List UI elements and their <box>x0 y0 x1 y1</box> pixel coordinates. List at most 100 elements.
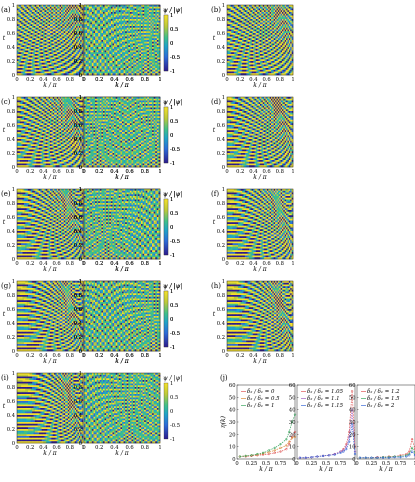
x-tick-left: 1 <box>291 169 294 175</box>
colorbar-label: ψ / |ψ| <box>163 99 182 106</box>
colorbar-tick: -0.5 <box>170 147 180 153</box>
chart-y-tick: 20 <box>349 432 356 438</box>
x-tick-left: 0 <box>225 261 228 267</box>
x-tick-right: 0 <box>82 353 85 359</box>
x-tick-left: 0 <box>15 77 18 83</box>
colorbar-tick: -0.5 <box>170 55 180 61</box>
y-tick-right: 0.4 <box>74 413 83 419</box>
y-tick-left: 1 <box>12 95 15 101</box>
chart-y-tick: 20 <box>289 432 296 438</box>
y-tick-left: 1 <box>12 371 15 377</box>
colorbar-label: ψ / |ψ| <box>163 7 182 14</box>
x-axis-label-left: k / π <box>253 82 267 89</box>
y-tick-right: 0.2 <box>74 427 82 433</box>
x-axis-label-right: k / π <box>115 358 129 365</box>
y-tick-left: 0.4 <box>217 321 226 327</box>
x-axis-label-left: k / π <box>43 266 57 273</box>
x-tick-right: 0.2 <box>95 445 103 451</box>
legend-entry: δ₂ / δ₁ = 1 <box>247 403 274 409</box>
chart-panel-letter: (j) <box>220 374 228 382</box>
colorbar-tick: 0.5 <box>170 119 178 125</box>
chart-y-tick: 20 <box>229 432 236 438</box>
x-tick-left: 1 <box>291 353 294 359</box>
panel-letter: (a) <box>1 6 11 14</box>
y-tick-left: 0.4 <box>7 45 16 51</box>
x-tick-left: 0.2 <box>26 169 34 175</box>
colorbar-tick: -0.5 <box>170 239 180 245</box>
x-tick-left: 0 <box>15 353 18 359</box>
y-tick-left: 0 <box>12 441 15 447</box>
y-axis-label: t <box>3 127 6 134</box>
y-tick-right: 0 <box>79 165 82 171</box>
y-tick-left: 1 <box>222 187 225 193</box>
y-tick-right: 0.6 <box>74 215 82 221</box>
panel-h: (h)0 0.2 0.4 0.6 0.8 10 0.2 0.4 0.6 0.8 100.20.40.… <box>74 279 295 365</box>
colorbar-tick: -1 <box>170 437 175 443</box>
panel-letter: (g) <box>1 282 11 290</box>
y-tick-left: 0.8 <box>217 17 225 23</box>
x-tick-left: 0.8 <box>276 261 284 267</box>
chart-x-tick: 0.75 <box>275 461 287 467</box>
x-tick-left: 0.2 <box>236 261 244 267</box>
colorbar-tick: 0 <box>170 225 173 231</box>
x-tick-right: 0.8 <box>141 77 149 83</box>
y-tick-right: 0.2 <box>74 335 82 341</box>
y-tick-left: 1 <box>12 279 15 285</box>
y-tick-left: 0.6 <box>7 215 15 221</box>
chart-y-tick: 30 <box>349 420 356 426</box>
y-tick-left: 0.4 <box>7 413 16 419</box>
x-tick-left: 0 <box>15 445 18 451</box>
x-tick-left: 0 <box>225 169 228 175</box>
y-tick-left: 0.8 <box>7 385 15 391</box>
x-tick-left: 0.2 <box>236 77 244 83</box>
y-tick-right: 0.8 <box>74 385 82 391</box>
colorbar-label: ψ / |ψ| <box>163 283 182 290</box>
x-tick-left: 0.8 <box>66 169 74 175</box>
y-tick-right: 0.4 <box>74 321 83 327</box>
y-tick-right: 0.2 <box>74 151 82 157</box>
chart-y-tick: 40 <box>349 408 356 414</box>
panel-letter: (d) <box>211 98 221 106</box>
y-tick-left: 0.6 <box>217 31 225 37</box>
y-tick-left: 1 <box>222 95 225 101</box>
y-tick-left: 0.4 <box>217 229 226 235</box>
y-tick-left: 1 <box>12 187 15 193</box>
y-tick-left: 0.6 <box>217 123 225 129</box>
y-tick-right: 0.8 <box>74 293 82 299</box>
panel-letter: (c) <box>1 98 11 106</box>
x-tick-left: 0.8 <box>66 445 74 451</box>
right-heatmap <box>84 97 160 167</box>
y-tick-right: 0.6 <box>74 399 82 405</box>
y-tick-left: 0.2 <box>7 59 15 65</box>
y-tick-left: 0.2 <box>217 59 225 65</box>
y-axis-label: t <box>3 35 6 42</box>
y-tick-right: 0 <box>79 349 82 355</box>
colorbar <box>164 383 168 439</box>
y-tick-right: 1 <box>79 371 82 377</box>
x-tick-right: 0.2 <box>95 353 103 359</box>
x-axis-label-left: k / π <box>43 82 57 89</box>
x-tick-left: 0.8 <box>276 169 284 175</box>
chart-x-label: k / π <box>319 466 333 473</box>
panel-f: (f)0 0.2 0.4 0.6 0.8 10 0.2 0.4 0.6 0.8 100.20.40.… <box>74 187 295 273</box>
y-tick-right: 0.8 <box>74 109 82 115</box>
colorbar-tick: 0.5 <box>170 27 178 33</box>
x-axis-label-left: k / π <box>253 174 267 181</box>
x-tick-right: 0.8 <box>141 445 149 451</box>
chart-y-tick: 30 <box>229 420 236 426</box>
right-heatmap <box>84 189 160 259</box>
x-tick-right: 0.8 <box>141 169 149 175</box>
left-heatmap <box>227 5 293 75</box>
y-tick-left: 0.6 <box>217 307 225 313</box>
y-tick-right: 0.8 <box>74 17 82 23</box>
chart-y-label: η(k) <box>220 415 227 428</box>
y-tick-left: 0.4 <box>217 45 226 51</box>
y-axis-label: t <box>213 311 216 318</box>
chart-y-tick: 60 <box>349 383 356 389</box>
chart-x-tick: 0 <box>355 461 358 467</box>
x-tick-right: 1 <box>158 169 161 175</box>
y-axis-label: t <box>213 219 216 226</box>
